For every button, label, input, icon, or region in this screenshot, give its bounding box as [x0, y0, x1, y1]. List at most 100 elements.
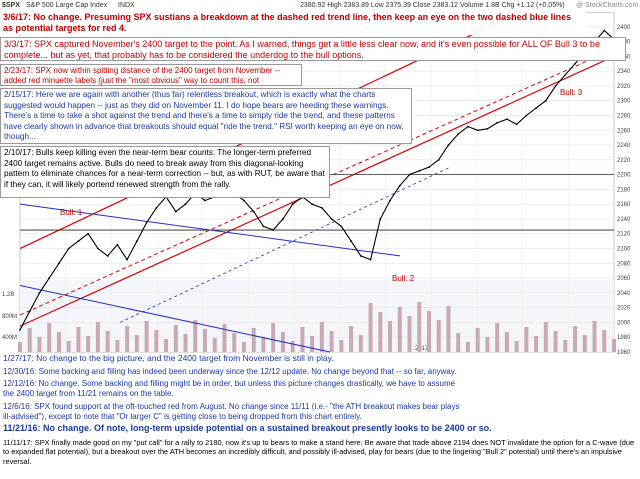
price-point: [525, 114, 528, 117]
price-point: [87, 232, 90, 235]
volume-bar: [241, 342, 246, 352]
price-point: [564, 73, 567, 76]
volume-bar: [358, 335, 363, 352]
price-point: [486, 127, 489, 130]
price-point: [19, 328, 21, 331]
volume-bar: [368, 303, 373, 352]
price-tick-label: 2160: [617, 202, 631, 208]
price-tick-label: 2340: [617, 69, 631, 75]
volume-bar: [95, 322, 100, 352]
bull1-label: Bull: 1: [60, 208, 83, 217]
stockcharts-watermark: @ StockCharts.com: [576, 2, 639, 9]
volume-bar: [183, 334, 188, 352]
chart-header: $SPX S&P 500 Large Cap Index INDX 2380.9…: [0, 0, 640, 12]
volume-bar: [271, 323, 276, 352]
note-dec6: 12/6/16: SPX found support at the oft-to…: [0, 401, 470, 423]
volume-bar: [426, 311, 431, 352]
volume-bar: [193, 320, 198, 352]
volume-bar: [514, 341, 519, 352]
volume-bar: [524, 327, 529, 352]
volume-bar: [612, 339, 616, 352]
volume-bar: [164, 339, 169, 352]
price-tick-label: 2040: [617, 291, 631, 297]
price-point: [243, 199, 245, 202]
volume-tick-label: 400M: [2, 335, 17, 341]
price-point: [554, 85, 557, 87]
price-tick-label: 2100: [617, 247, 631, 253]
volume-tick-label: 1.2B: [2, 292, 14, 298]
volume-bar: [154, 330, 159, 352]
note-feb15: 2/15/17: Here we are again with another …: [0, 88, 412, 144]
price-point: [515, 123, 518, 126]
price-point: [369, 258, 372, 261]
price-point: [574, 62, 576, 65]
volume-bar: [212, 338, 217, 352]
price-point: [330, 218, 333, 220]
note-dec12: 12/12/16: No change. Some backing and fi…: [0, 378, 460, 400]
volume-bar: [465, 342, 470, 352]
volume-bar: [388, 321, 393, 352]
price-point: [28, 310, 31, 313]
quote-readout: 2380.92 High 2383.89 Low 2375.39 Close 2…: [300, 2, 565, 9]
price-point: [291, 203, 294, 206]
time-tick-label: 2017: [415, 346, 429, 352]
price-point: [145, 221, 148, 224]
volume-bar: [397, 307, 402, 352]
price-point: [340, 225, 343, 228]
price-point: [603, 29, 606, 32]
price-point: [389, 199, 391, 202]
note-nov21: 11/21/16: No change. Of note, long-term …: [0, 423, 560, 435]
price-point: [467, 125, 469, 128]
volume-bar: [563, 340, 568, 352]
volume-bar: [456, 333, 461, 352]
volume-bar: [495, 323, 500, 352]
price-tick-label: 2280: [617, 113, 631, 119]
volume-bar: [173, 325, 178, 352]
index-name: S&P 500 Large Cap Index: [26, 2, 108, 9]
volume-bar: [261, 337, 266, 352]
bull2-label: Bull: 2: [392, 274, 415, 283]
price-point: [320, 206, 323, 209]
price-point: [350, 240, 352, 243]
volume-bar: [592, 321, 597, 352]
price-point: [379, 218, 382, 220]
price-point: [476, 129, 479, 132]
volume-bar: [475, 328, 480, 352]
note-nov11: 11/11/17: SPX finally made good on my "p…: [0, 437, 640, 479]
volume-bar: [582, 335, 587, 352]
volume-bar: [47, 323, 52, 352]
volume-bar: [504, 332, 509, 352]
price-point: [359, 255, 362, 257]
volume-bar: [27, 328, 32, 352]
volume-bar: [485, 337, 490, 352]
price-tick-label: 1960: [617, 350, 631, 356]
price-point: [204, 199, 206, 202]
volume-bar: [349, 326, 354, 352]
price-line: [19, 29, 615, 331]
volume-bar: [222, 324, 227, 352]
volume-bar: [407, 316, 412, 352]
price-point: [262, 225, 265, 228]
volume-bar: [37, 337, 42, 352]
price-tick-label: 2180: [617, 187, 631, 193]
price-tick-label: 2260: [617, 128, 631, 134]
note-feb23: 2/23/17: SPX now within spitting distanc…: [0, 64, 302, 86]
price-point: [116, 243, 119, 246]
volume-bar: [125, 326, 130, 352]
price-point: [97, 247, 99, 250]
price-point: [496, 121, 499, 124]
price-tick-label: 1980: [617, 335, 631, 341]
price-point: [408, 173, 411, 176]
blue-trendline: [19, 284, 331, 353]
volume-bar: [534, 336, 539, 352]
volume-bar: [134, 335, 139, 352]
volume-bar: [76, 327, 81, 352]
volume-bar: [553, 331, 558, 352]
price-point: [437, 158, 440, 161]
price-point: [398, 184, 401, 187]
note-feb10: 2/10/17: Bulls keep killing even the nea…: [0, 146, 330, 198]
price-point: [155, 206, 158, 209]
note-mar6: 3/6/17: No change. Presuming SPX sustian…: [0, 11, 586, 35]
price-point: [544, 99, 547, 102]
